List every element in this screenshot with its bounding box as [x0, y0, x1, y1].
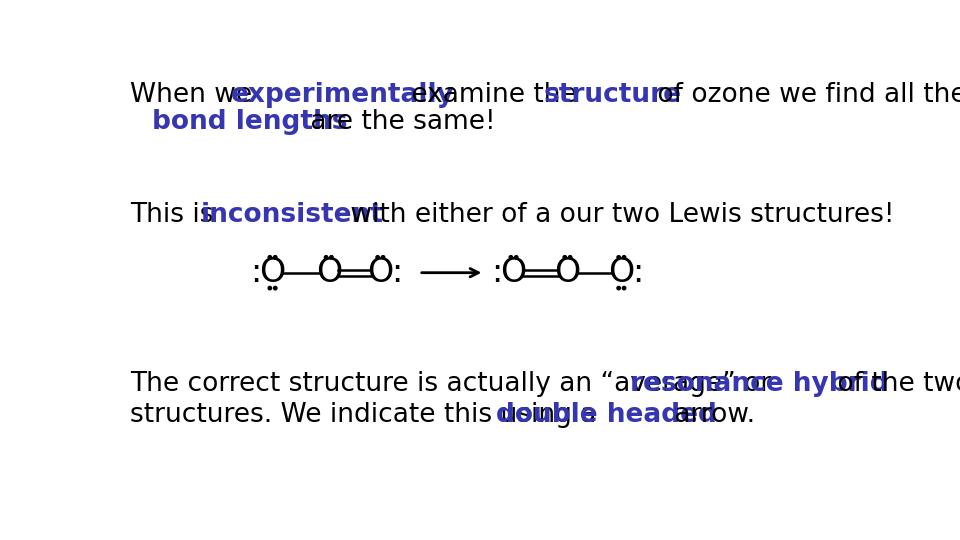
Text: double headed: double headed	[495, 402, 716, 428]
Circle shape	[622, 286, 626, 290]
Text: O: O	[259, 256, 286, 289]
Text: are the same!: are the same!	[302, 110, 495, 136]
Text: bond lengths: bond lengths	[152, 110, 348, 136]
Text: of ozone we find all the: of ozone we find all the	[650, 82, 960, 108]
Text: structure: structure	[543, 82, 682, 108]
Text: O: O	[609, 256, 635, 289]
Text: structures. We indicate this using a: structures. We indicate this using a	[131, 402, 605, 428]
Text: inconsistent: inconsistent	[201, 202, 384, 228]
Circle shape	[509, 255, 513, 259]
Circle shape	[268, 286, 272, 290]
Text: experimentally: experimentally	[230, 82, 454, 108]
Text: :: :	[632, 256, 643, 289]
Text: resonance hybrid: resonance hybrid	[631, 372, 889, 397]
Circle shape	[274, 286, 276, 290]
Circle shape	[274, 255, 276, 259]
Text: O: O	[554, 256, 581, 289]
Text: :: :	[251, 256, 262, 289]
Circle shape	[376, 255, 379, 259]
Text: O: O	[316, 256, 342, 289]
Text: O: O	[368, 256, 394, 289]
Circle shape	[515, 255, 518, 259]
Circle shape	[381, 255, 385, 259]
Text: When we: When we	[131, 82, 260, 108]
Text: arrow.: arrow.	[665, 402, 755, 428]
Text: of the two: of the two	[829, 372, 960, 397]
Text: examine the: examine the	[403, 82, 585, 108]
Circle shape	[568, 255, 572, 259]
Circle shape	[617, 255, 620, 259]
Text: :: :	[391, 256, 402, 289]
Text: This is: This is	[131, 202, 222, 228]
Circle shape	[617, 286, 620, 290]
Circle shape	[324, 255, 327, 259]
Circle shape	[268, 255, 272, 259]
Circle shape	[622, 255, 626, 259]
Text: O: O	[500, 256, 527, 289]
Circle shape	[564, 255, 566, 259]
Text: The correct structure is actually an “average” or: The correct structure is actually an “av…	[131, 372, 780, 397]
Text: :: :	[492, 256, 503, 289]
Text: with either of a our two Lewis structures!: with either of a our two Lewis structure…	[342, 202, 894, 228]
Circle shape	[330, 255, 333, 259]
